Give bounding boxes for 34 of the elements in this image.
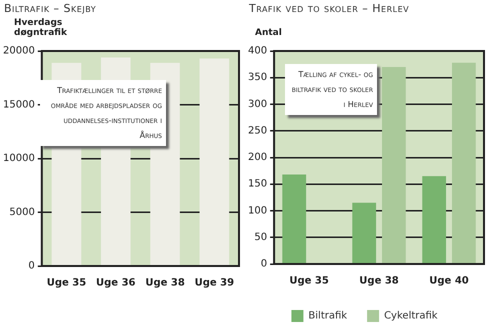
x-tick-label: Uge 40 — [429, 276, 469, 287]
y-tick-label: 150 — [248, 178, 268, 190]
y-tick-label: 20000 — [3, 46, 35, 57]
x-tick-label: Uge 38 — [359, 276, 399, 287]
y-axis-title: Hverdags døgntrafik — [14, 18, 68, 38]
y-tick-label: 350 — [248, 72, 268, 84]
x-tick-label: Uge 39 — [194, 278, 234, 289]
y-tick-label: 300 — [248, 98, 268, 110]
y-tick-label: 15000 — [3, 99, 35, 110]
y-tick-label: 400 — [248, 46, 268, 57]
bar — [422, 176, 446, 264]
y-tick-label: 0 — [28, 260, 35, 272]
y-tick-label: 200 — [248, 152, 268, 164]
y-tick-label: 50 — [254, 232, 268, 243]
x-tick-label: Uge 35 — [289, 276, 329, 287]
y-tick-label: 5000 — [9, 206, 35, 218]
bar — [382, 66, 406, 264]
x-tick-label: Uge 35 — [46, 278, 86, 289]
y-axis-title: Antal — [255, 28, 283, 38]
chart-title: Trafik ved to skoler – Herlev — [249, 2, 410, 15]
bar — [282, 174, 306, 264]
bar — [352, 202, 376, 264]
x-tick-label: Uge 36 — [96, 278, 136, 289]
x-tick-label: Uge 38 — [145, 278, 185, 289]
y-tick-label: 0 — [260, 258, 268, 270]
annotation: Tælling af cykel- og biltrafik ved to skoler i Herlev — [285, 64, 377, 115]
chart-title: Biltrafik – Skejby — [4, 2, 96, 15]
bar — [452, 62, 476, 264]
legend-label: Biltrafik — [308, 310, 348, 322]
y-tick-label: 10000 — [3, 153, 35, 164]
y-tick-label: 100 — [248, 205, 268, 216]
annotation: Trafiktællinger til et større område med arbejdspladser og uddannelses-institutioner i Århus — [40, 80, 166, 146]
legend-label: Cykeltrafik — [384, 310, 438, 322]
y-tick-label: 250 — [248, 125, 268, 136]
